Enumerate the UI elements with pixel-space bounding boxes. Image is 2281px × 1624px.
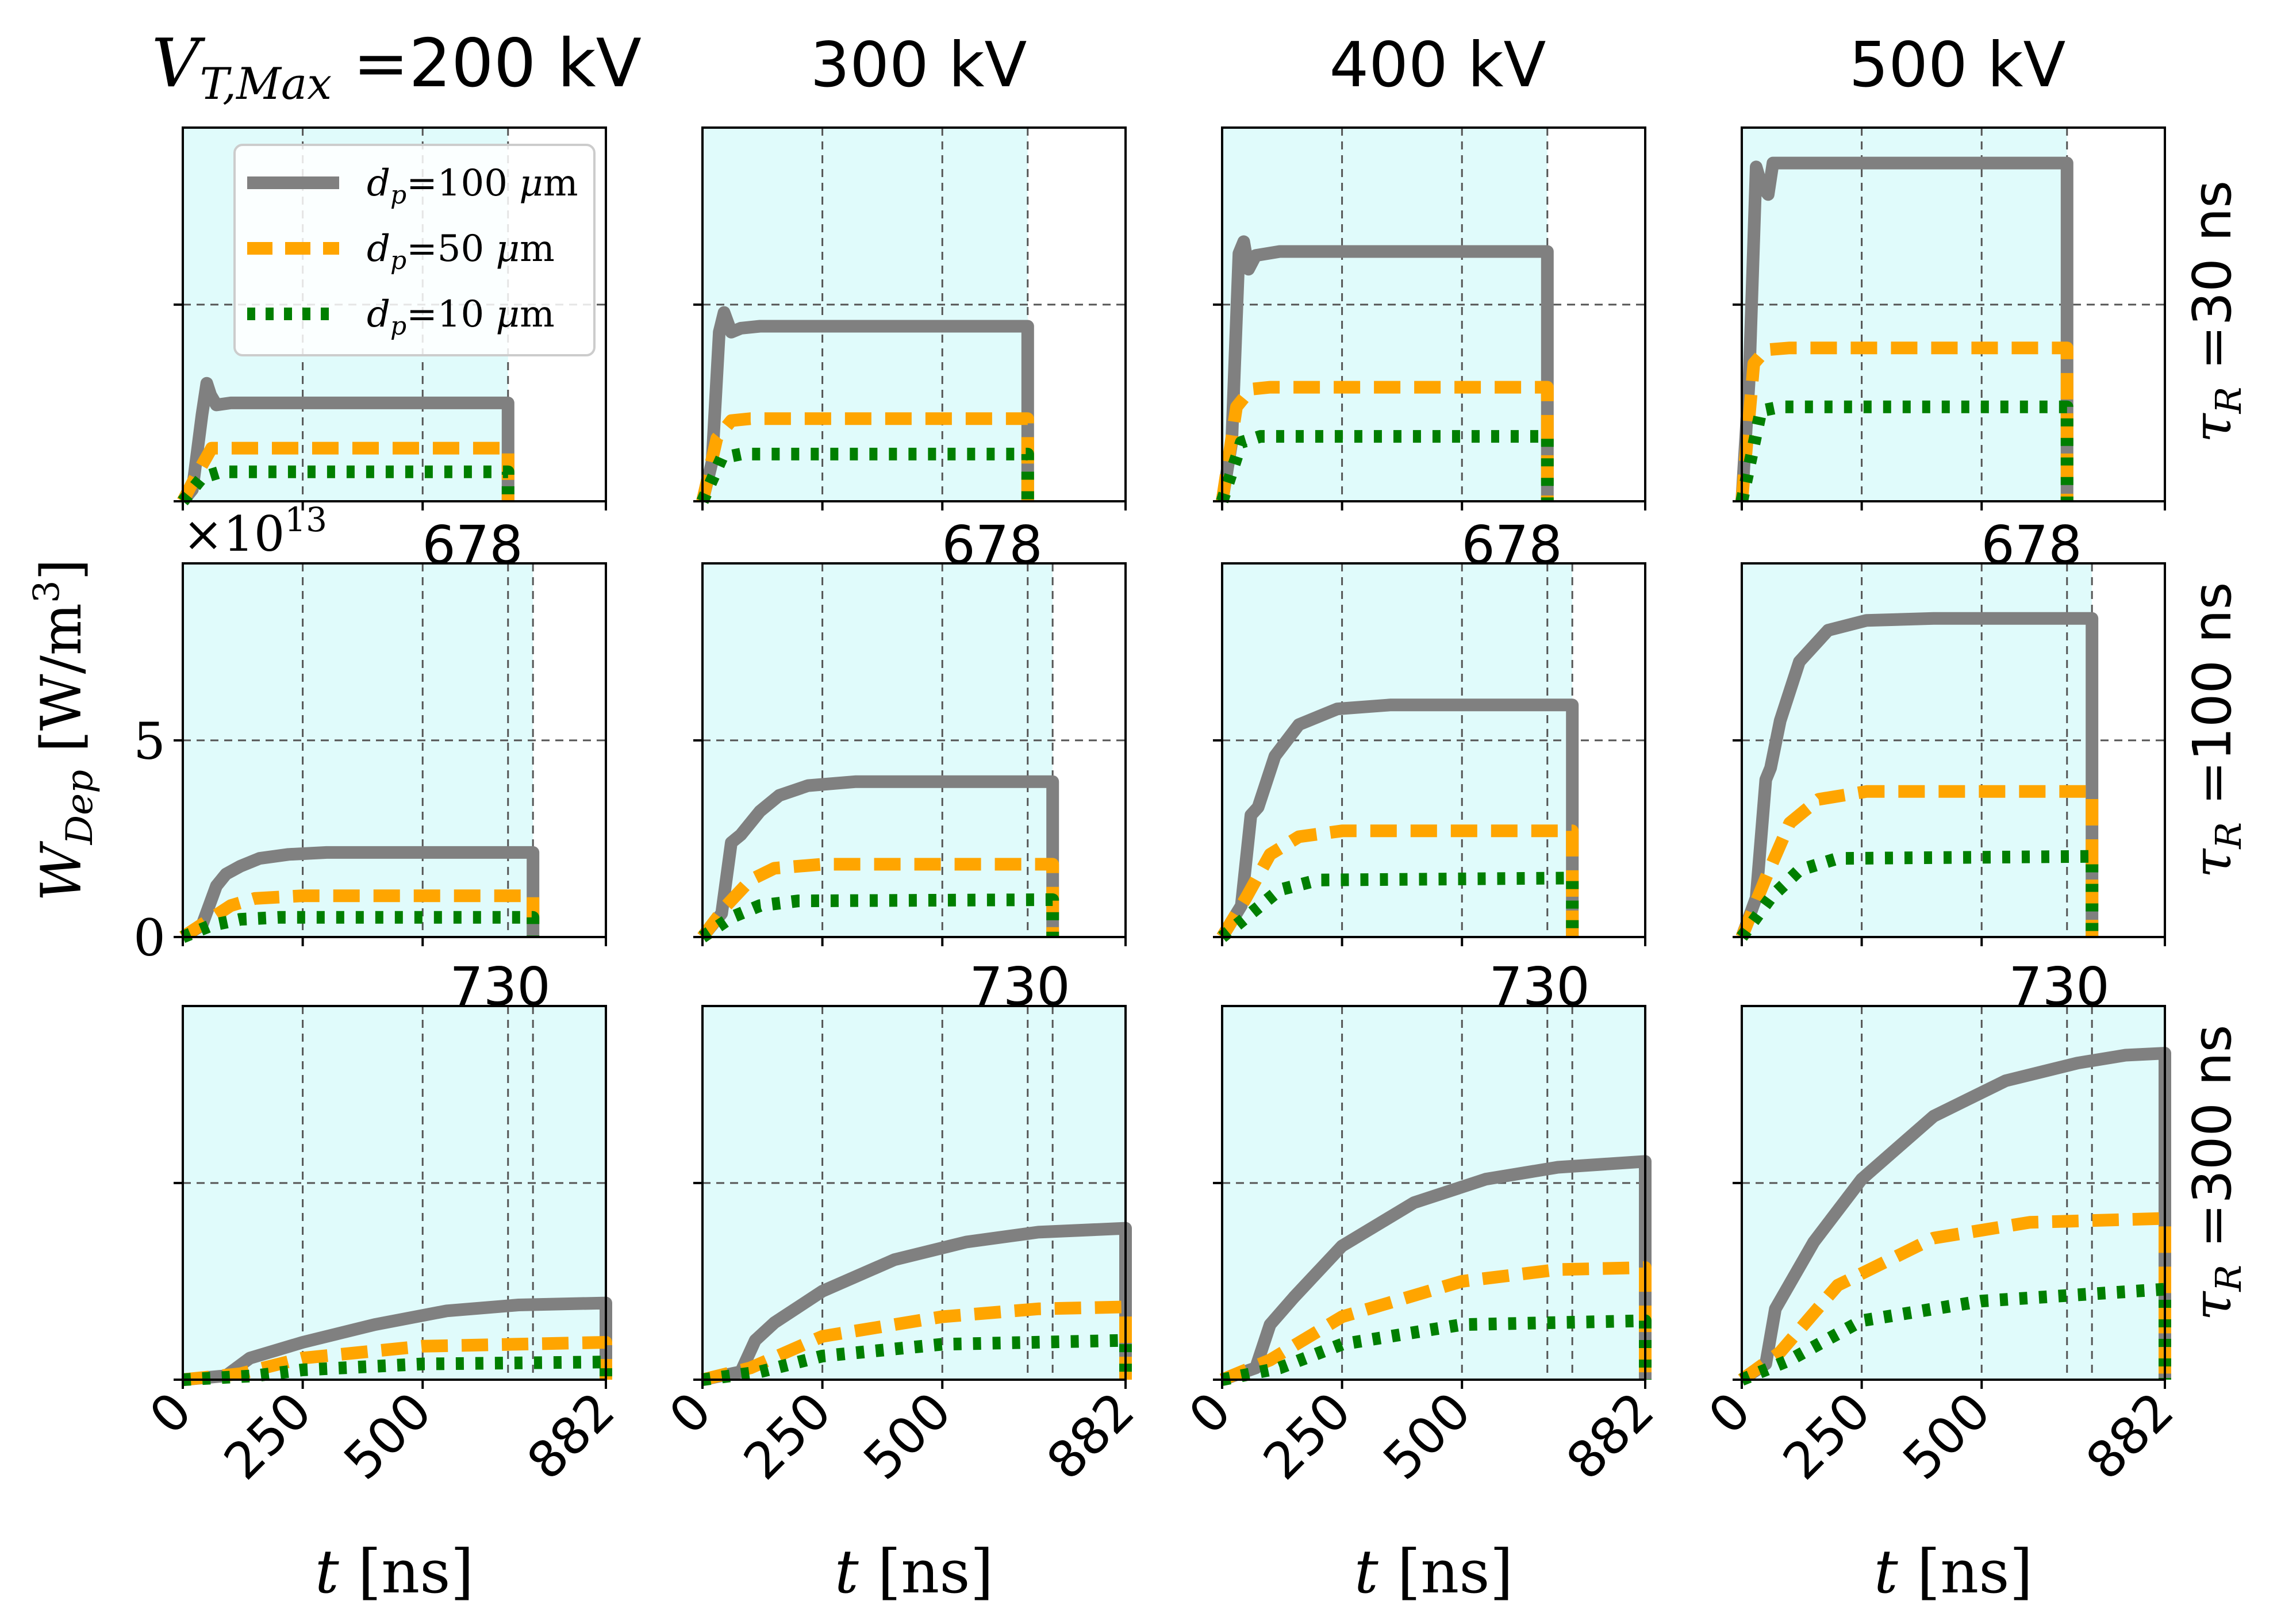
axes-frame (182, 562, 607, 938)
row-title-100ns: τR =100 ns (2182, 582, 2249, 878)
series-dp50 (697, 858, 1059, 941)
axes-frame (1741, 126, 2166, 502)
series-dp50 (696, 412, 1034, 503)
pulse-shading (702, 563, 1053, 937)
series-dp10 (1735, 400, 2073, 503)
panel-500kv-100ns (1733, 562, 2166, 946)
axes-frame (182, 1005, 607, 1381)
panel-200kv-100ns: 05 (133, 562, 607, 968)
series-dp100 (697, 775, 1059, 941)
series-dp100 (1220, 1155, 1652, 1386)
y-tick-label: 0 (133, 908, 166, 968)
axes-frame (1221, 1005, 1646, 1381)
pulse-shading (702, 128, 1028, 501)
legend-label-dp50: dp=50 μm (367, 228, 555, 275)
series-dp100 (1216, 698, 1579, 940)
axes-frame (182, 126, 607, 502)
series-dp100 (179, 846, 540, 943)
row-titles: τR =30 ns τR =100 ns τR =300 ns (2182, 181, 2249, 1321)
series-dp10 (1216, 430, 1554, 504)
series-dp50 (1735, 785, 2099, 940)
axes-frame (1221, 126, 1646, 502)
axes-frame (1221, 562, 1646, 938)
series-dp100 (1735, 612, 2099, 939)
column-title-300kv: 300 kV (811, 29, 1027, 101)
y-scale-factor: ×1013 (183, 500, 327, 562)
y-axis-label: WDep [W/m3] (25, 559, 101, 901)
series-dp50 (1216, 824, 1579, 940)
column-title-400kv: 400 kV (1330, 29, 1546, 101)
axes-frame (1741, 1005, 2166, 1381)
series-dp100 (696, 306, 1034, 503)
panel-300kv-100ns (693, 562, 1127, 946)
pulse-shading (1742, 128, 2067, 501)
series-dp50 (1216, 381, 1554, 502)
series-dp10 (1737, 850, 2099, 941)
series-dp100 (178, 377, 514, 505)
panel-500kv-30ns (1733, 126, 2166, 510)
panel-400kv-300ns: 0 250 500 882 (1177, 1005, 1665, 1491)
x-axis-label: t [ns] (835, 1537, 993, 1607)
panel-400kv-30ns (1213, 126, 1646, 510)
x-axis-label: t [ns] (1874, 1537, 2033, 1607)
legend: dp=100 μm dp=50 μm dp=10 μm (233, 144, 596, 356)
axes-frame (701, 1005, 1127, 1381)
panel-300kv-30ns (693, 126, 1127, 510)
y-tick-label: 5 (133, 712, 166, 771)
series-dp50 (1738, 1212, 2171, 1385)
series-dp100 (701, 1222, 1132, 1386)
x-axis-label: t [ns] (315, 1537, 474, 1607)
legend-label-dp10: dp=10 μm (367, 293, 555, 341)
series-dp10 (180, 911, 540, 943)
series-dp10 (1218, 871, 1579, 942)
row-title-300ns: τR =300 ns (2182, 1024, 2249, 1320)
column-title-200kv: VT,Max =200 kV (152, 25, 642, 109)
axes-frame (701, 562, 1127, 938)
legend-frame (233, 144, 596, 356)
column-titles: VT,Max =200 kV 300 kV 400 kV 500 kV (152, 25, 2066, 109)
legend-label-dp100: dp=100 μm (367, 162, 578, 210)
series-dp10 (698, 893, 1059, 943)
row-title-30ns: τR =30 ns (2182, 181, 2249, 443)
panel-400kv-100ns (1213, 562, 1646, 946)
axes-frame (1741, 562, 2166, 938)
series-dp100 (1735, 156, 2073, 502)
column-title-500kv: 500 kV (1849, 29, 2066, 101)
series-dp50 (701, 1300, 1132, 1386)
series-dp50 (1735, 341, 2073, 502)
x-axis-labels: t [ns] t [ns] t [ns] t [ns] (315, 1537, 2033, 1607)
pulse-shading (183, 563, 533, 937)
series-dp100 (1738, 1047, 2171, 1385)
series-dp10 (182, 1356, 612, 1386)
series-dp10 (178, 465, 514, 505)
axes-frame (701, 126, 1127, 502)
series-dp100 (1216, 235, 1554, 502)
pulse-shading (1222, 128, 1547, 501)
x-axis-label: t [ns] (1354, 1537, 1513, 1607)
series-dp50 (179, 889, 540, 943)
